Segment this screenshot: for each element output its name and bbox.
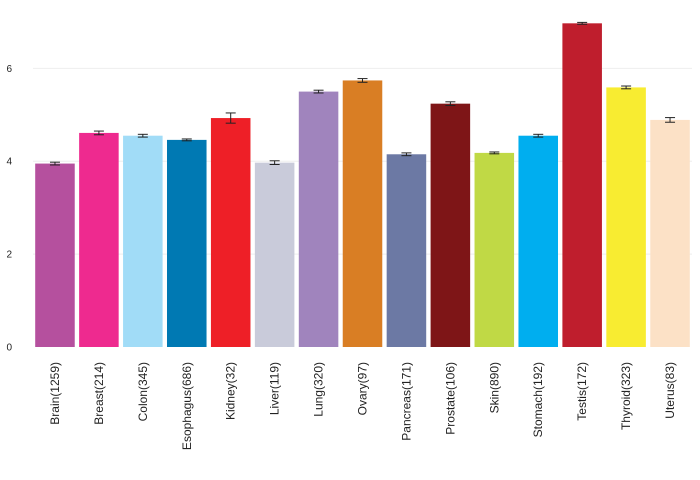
x-tick-label: Uterus(83) bbox=[663, 362, 677, 419]
error-bar bbox=[533, 133, 544, 138]
y-tick-label: 2 bbox=[6, 250, 12, 261]
bar bbox=[386, 154, 427, 347]
error-bar bbox=[137, 133, 148, 138]
error-bar bbox=[225, 112, 236, 124]
x-tick-label: Liver(119) bbox=[268, 362, 282, 415]
x-tick-label: Prostate(106) bbox=[443, 362, 457, 435]
error-bar bbox=[577, 21, 588, 25]
x-tick-label: Brain(1259) bbox=[48, 362, 62, 425]
x-axis-labels: Brain(1259) Breast(214) Colon(345) Esophagu… bbox=[48, 362, 677, 450]
y-tick-label: 6 bbox=[6, 64, 12, 75]
y-tick-label: 4 bbox=[6, 157, 12, 168]
error-bar bbox=[489, 151, 500, 155]
bar bbox=[650, 119, 690, 347]
error-bar bbox=[269, 160, 280, 165]
error-bar bbox=[313, 89, 324, 94]
x-tick-label: Lung(320) bbox=[312, 362, 326, 417]
error-bar bbox=[665, 117, 676, 123]
error-bars bbox=[49, 21, 676, 166]
x-tick-label: Ovary(97) bbox=[356, 362, 370, 415]
bar bbox=[123, 135, 163, 347]
error-bar bbox=[181, 138, 192, 142]
x-tick-label: Skin(890) bbox=[487, 362, 501, 413]
x-tick-label: Breast(214) bbox=[92, 362, 106, 425]
bar bbox=[79, 132, 119, 347]
error-bar bbox=[357, 78, 368, 83]
bar bbox=[210, 118, 251, 348]
bar bbox=[474, 152, 515, 347]
x-tick-label: Colon(345) bbox=[136, 362, 150, 421]
error-bar bbox=[445, 101, 456, 107]
bar bbox=[35, 163, 75, 347]
error-bar bbox=[401, 152, 412, 157]
x-tick-label: Kidney(32) bbox=[224, 362, 238, 420]
x-tick-label: Pancreas(171) bbox=[399, 362, 413, 441]
x-tick-label: Stomach(192) bbox=[531, 362, 545, 437]
bars bbox=[35, 23, 690, 348]
error-bar bbox=[93, 130, 104, 136]
bar bbox=[342, 80, 383, 347]
bar bbox=[430, 103, 471, 347]
y-axis-ticks: 0 2 4 6 bbox=[6, 64, 12, 354]
x-tick-label: Testis(172) bbox=[575, 362, 589, 421]
bar bbox=[562, 23, 602, 348]
x-tick-label: Esophagus(686) bbox=[180, 362, 194, 450]
bar bbox=[298, 91, 339, 347]
bar bbox=[166, 139, 207, 347]
bar bbox=[606, 87, 646, 347]
bar bbox=[518, 135, 559, 347]
x-tick-label: Thyroid(323) bbox=[619, 362, 633, 430]
bar bbox=[254, 162, 295, 347]
error-bar bbox=[621, 85, 632, 90]
y-tick-label: 0 bbox=[6, 343, 12, 354]
error-bar bbox=[49, 161, 60, 166]
